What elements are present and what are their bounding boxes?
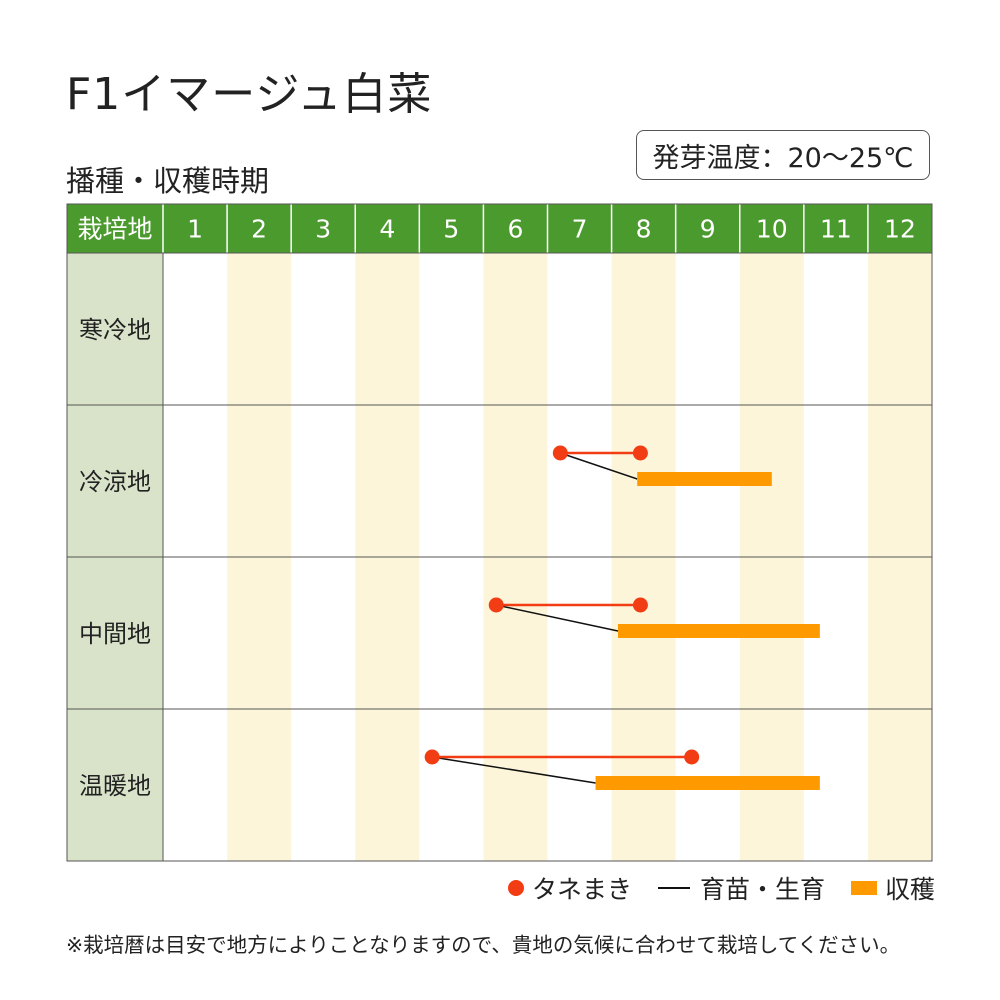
region-label: 中間地 [79,620,151,648]
region-label: 寒冷地 [79,316,151,344]
legend-harvest: 収穫 [851,870,935,906]
month-label-10: 10 [756,215,788,244]
month-label-1: 1 [187,215,203,244]
harvest-bar [637,472,772,486]
month-label-2: 2 [251,215,267,244]
growing-line [560,452,638,480]
month-label-9: 9 [700,215,716,244]
legend-sowing-label: タネまき [532,875,633,904]
sowing-start-dot [552,445,568,461]
growing-line [432,756,596,784]
sowing-end-dot [632,597,648,613]
header-label: 栽培地 [77,215,152,244]
region-label: 冷涼地 [79,468,151,496]
legend-growing-label: 育苗・生育 [700,875,826,904]
sowing-dot-icon [508,880,524,896]
legend: タネまき 育苗・生育 収穫 [508,870,935,906]
temperature-badge: 発芽温度：20～25℃ [636,130,930,180]
sowing-end-dot [632,445,648,461]
legend-growing: 育苗・生育 [658,870,825,906]
growing-line [496,604,619,632]
month-label-6: 6 [508,215,524,244]
sowing-start-dot [488,597,504,613]
region-label: 温暖地 [79,772,151,800]
month-label-3: 3 [315,215,331,244]
month-label-12: 12 [884,215,916,244]
page-title: F1イマージュ白菜 [66,69,433,120]
sowing-start-dot [424,749,440,765]
harvest-bar [595,776,820,790]
legend-harvest-label: 収穫 [885,875,936,904]
harvest-bar [617,624,820,638]
footnote: ※栽培暦は目安で地方によりことなりますので、貴地の気候に合わせて栽培してください… [66,933,901,957]
month-label-8: 8 [636,215,652,244]
chart-subtitle: 播種・収穫時期 [66,164,270,198]
month-label-5: 5 [443,215,459,244]
month-label-11: 11 [820,215,852,244]
harvest-bar-icon [851,881,878,895]
header-bar [67,204,932,253]
sowing-end-dot [684,749,700,765]
chart-border [66,203,933,862]
month-label-7: 7 [572,215,588,244]
legend-sowing: タネまき [508,870,632,906]
growing-line-icon [658,887,691,889]
month-label-4: 4 [379,215,395,244]
